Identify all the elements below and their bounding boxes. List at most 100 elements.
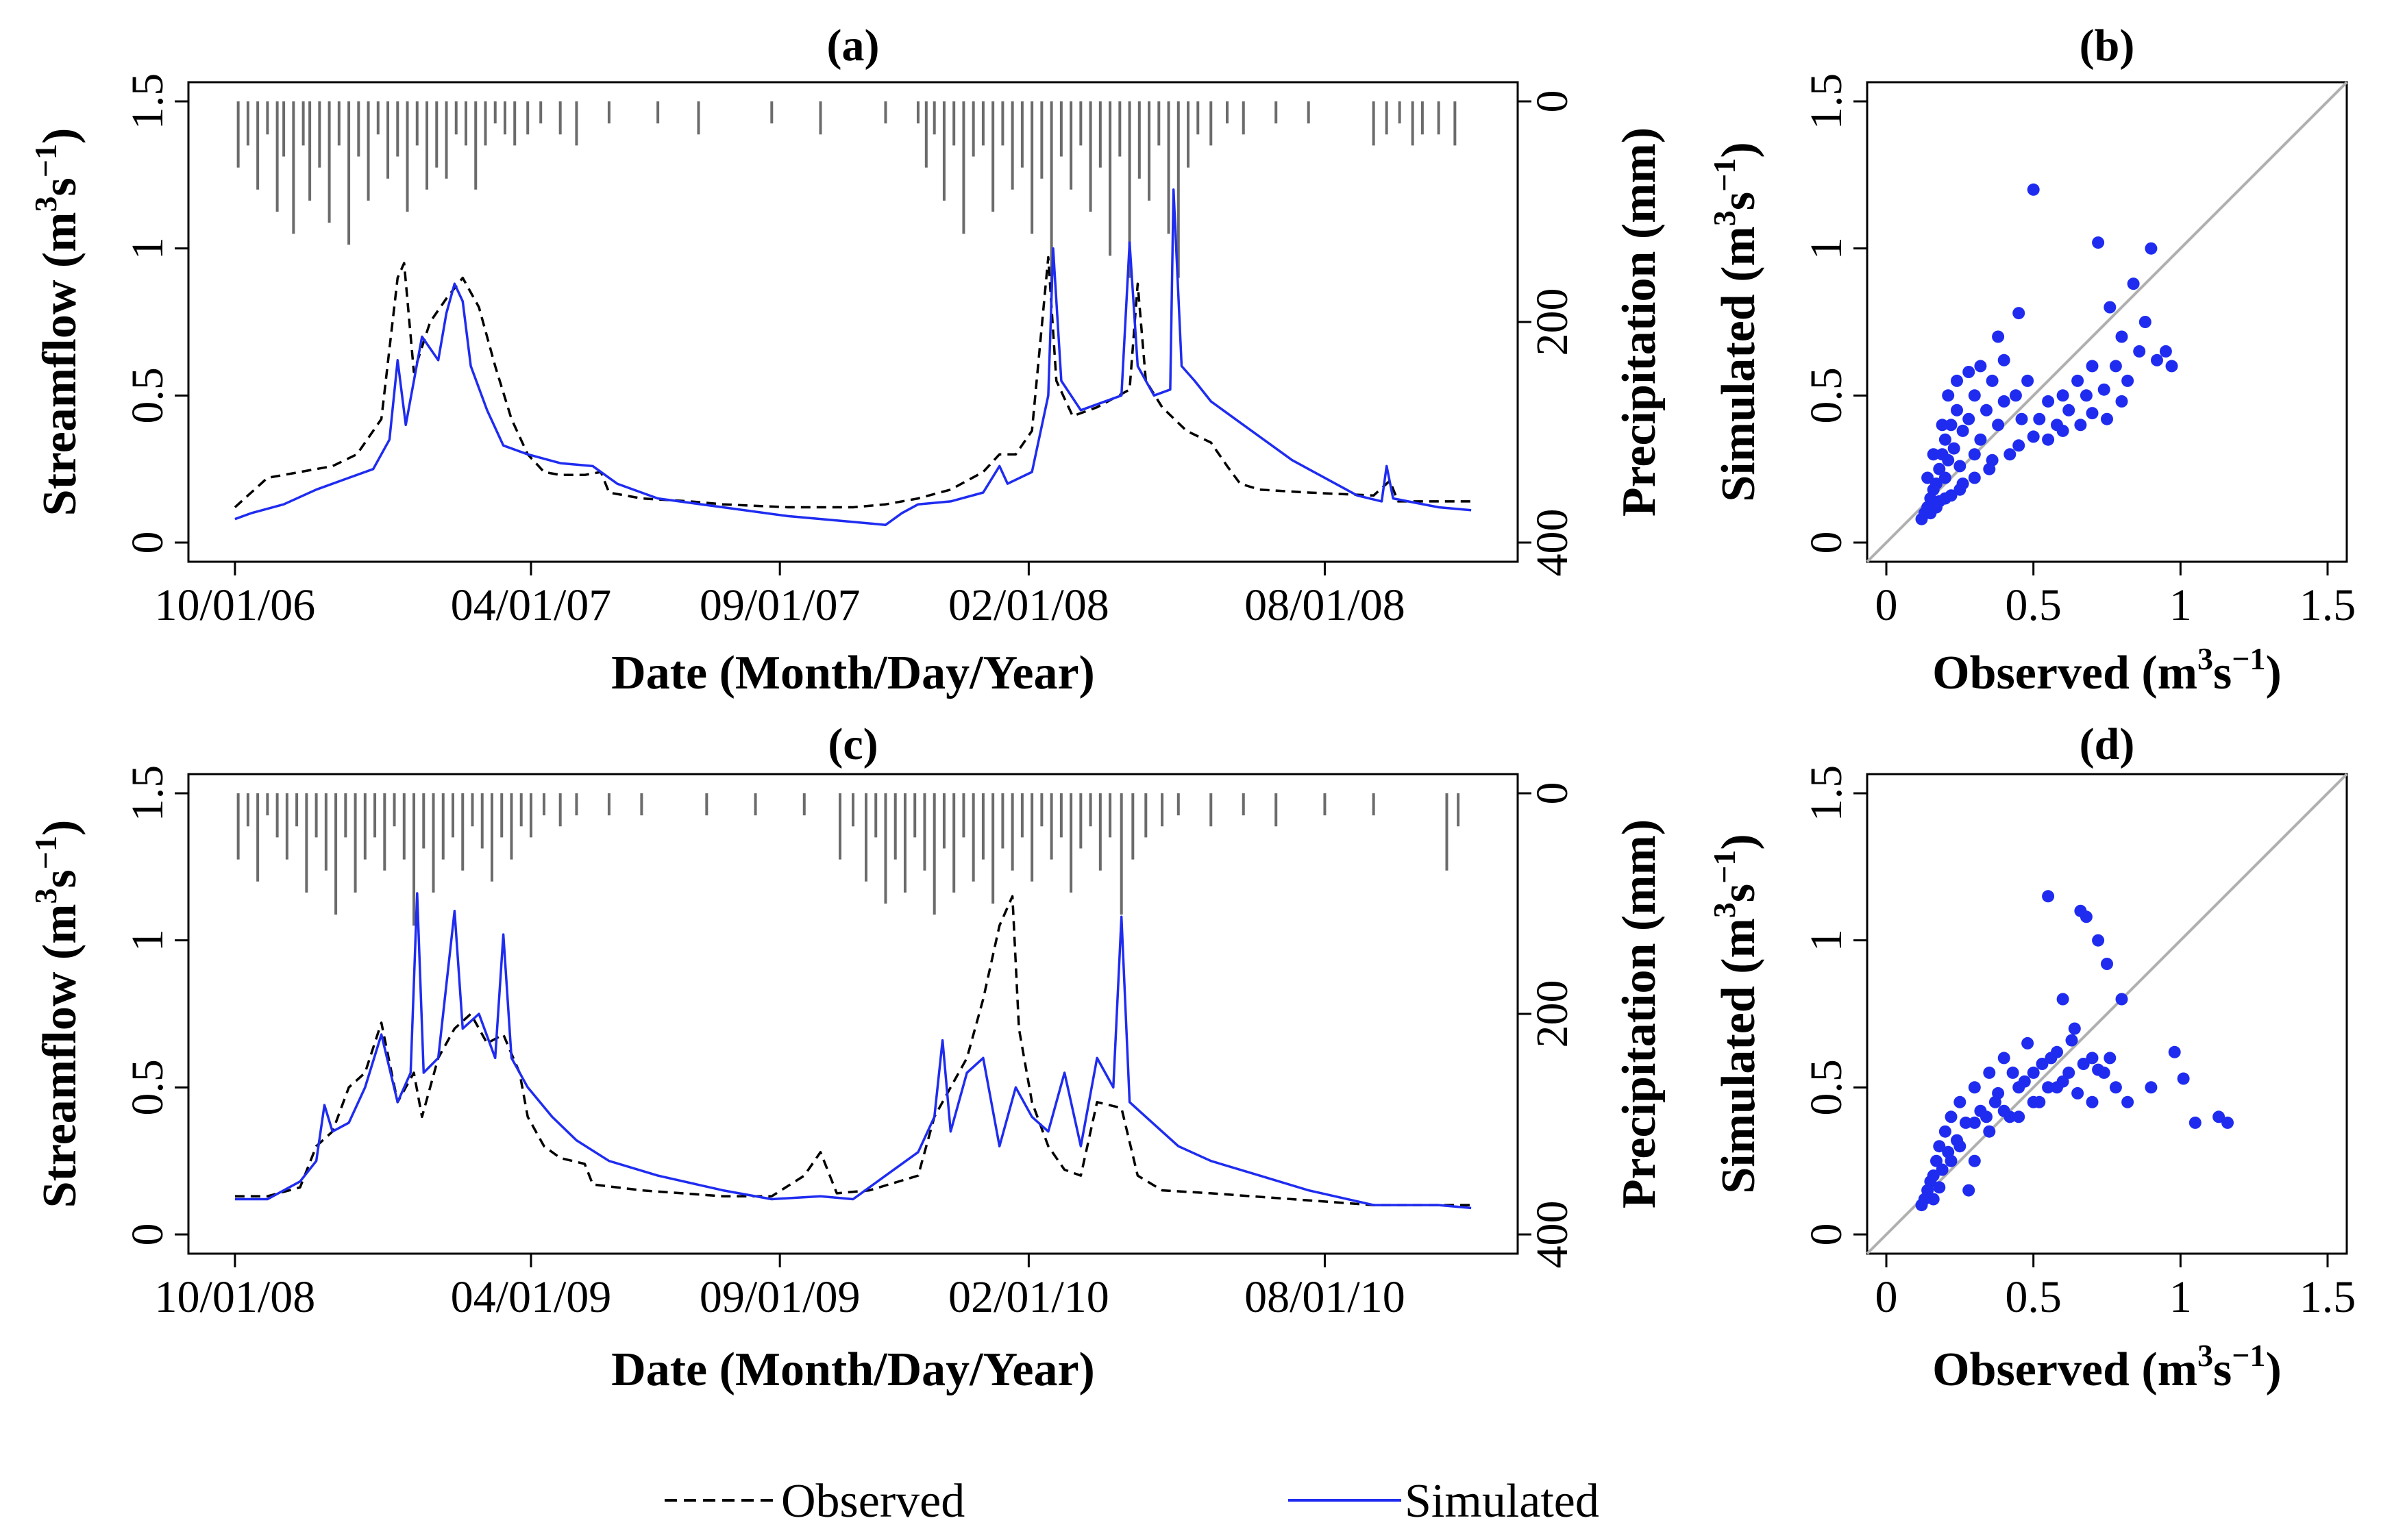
panel-b: (b) 0 0.5 1 1.5 0 0.5 1 1.5 Observed (m3s−1) Si… — [1707, 21, 2356, 699]
panel-c-series-simulated — [234, 892, 1472, 1210]
panel-c-y2tick-label: 400 — [1527, 1201, 1577, 1269]
panel-b-point — [1968, 471, 1981, 484]
panel-d-point — [2086, 1095, 2099, 1108]
panel-d-point — [2056, 993, 2069, 1006]
panel-d-identity-line — [1866, 773, 2348, 1255]
panel-a-content: 0 0.5 1 1.5 0 200 400 10/01/06 04/01/07 09/01/07 0… — [123, 73, 1577, 630]
panel-b-ytick-label: 0 — [1801, 532, 1851, 554]
panel-a-title: (a) — [827, 21, 880, 71]
panel-d-point — [2177, 1072, 2190, 1085]
panel-b-title: (b) — [2080, 21, 2135, 71]
panel-a-ytick-label: 0.5 — [123, 367, 173, 424]
panel-b-point — [2104, 301, 2117, 314]
panel-d-point — [1945, 1110, 1958, 1123]
panel-c-ytick-label: 1 — [123, 929, 173, 952]
panel-a-ytick-label: 0 — [123, 532, 173, 554]
panel-d-ytick-label: 0.5 — [1801, 1059, 1851, 1116]
panel-b-point — [1947, 442, 1960, 455]
panel-b-point — [1992, 330, 2005, 343]
panel-b-point — [2115, 330, 2128, 343]
panel-c-xlabel: Date (Month/Day/Year) — [611, 1343, 1095, 1396]
panel-a-y2tick-label: 400 — [1527, 509, 1577, 577]
panel-b-point — [2115, 395, 2128, 408]
panel-b-point — [1921, 471, 1934, 484]
panel-c-ylabel: Streamflow (m3s−1) — [28, 820, 86, 1208]
panel-d-point — [1936, 1163, 1949, 1176]
panel-b-point — [1933, 462, 1946, 475]
panel-b-point — [1942, 389, 1955, 402]
panel-c-xtick-label: 04/01/09 — [451, 1272, 612, 1322]
panel-b-point — [1951, 403, 1963, 417]
panel-b-point — [1953, 460, 1966, 473]
panel-b-point — [2003, 448, 2017, 461]
panel-d-point — [2104, 1052, 2117, 1065]
panel-d-point — [2086, 1052, 2099, 1065]
panel-d-point — [1992, 1086, 2005, 1100]
panel-b-point — [2101, 412, 2113, 425]
panel-d-plot-frame — [1866, 773, 2348, 1255]
panel-d-point — [1933, 1140, 1946, 1153]
panel-d-point — [1968, 1081, 1981, 1094]
panel-b-point — [1997, 353, 2010, 367]
panel-b-point — [2009, 389, 2022, 402]
panel-c-ytick-label: 0 — [123, 1224, 173, 1246]
panel-b-point — [1962, 366, 1975, 378]
panel-d-point — [1997, 1104, 2010, 1117]
panel-d-point — [1953, 1140, 1966, 1153]
panel-d-point — [2071, 1086, 2084, 1100]
panel-a-xtick-label: 10/01/06 — [155, 580, 316, 630]
panel-c-ytick-label: 0.5 — [123, 1059, 173, 1116]
panel-c: (c) 0 0.5 1 1.5 0 200 400 10/01/08 04/01/09 09/01… — [28, 719, 1666, 1396]
panel-d-point — [2212, 1110, 2225, 1123]
panel-b-point — [1986, 454, 1999, 467]
panel-c-series-observed — [234, 895, 1472, 1206]
panel-b-point — [1942, 454, 1955, 467]
panel-b-point — [1997, 395, 2010, 408]
panel-a-xtick-label: 09/01/07 — [700, 580, 861, 630]
panel-d-xtick-label: 0 — [1875, 1272, 1898, 1322]
panel-a-y2tick-label: 0 — [1527, 90, 1577, 113]
panel-b-point — [2159, 345, 2172, 358]
panel-d-point — [2042, 890, 2055, 903]
panel-a-series-simulated — [234, 188, 1472, 526]
panel-d-point — [2056, 1075, 2069, 1088]
panel-b-point — [1936, 419, 1949, 432]
panel-b-xtick-label: 0.5 — [2005, 580, 2062, 630]
panel-b-point — [1992, 419, 2005, 432]
panel-d-ytick-label: 1 — [1801, 929, 1851, 952]
panel-b-point — [1968, 389, 1981, 402]
panel-a-y2tick-label: 200 — [1527, 288, 1577, 356]
panel-d-point — [1953, 1095, 1966, 1108]
panel-d-content: 0 0.5 1 1.5 0 0.5 1 1.5 — [1801, 765, 2356, 1322]
panel-b-point — [1980, 403, 1993, 417]
panel-a-ytick-label: 1.5 — [123, 73, 173, 130]
panel-d-point — [2092, 1063, 2105, 1076]
panel-d-point — [2012, 1110, 2025, 1123]
panel-d-point — [2006, 1066, 2019, 1079]
panel-d-point — [2092, 934, 2105, 947]
panel-b-point — [2145, 242, 2158, 255]
panel-b-point — [2012, 307, 2025, 320]
panel-b-point — [1945, 419, 1958, 432]
panel-d-point — [2145, 1081, 2158, 1094]
panel-b-point — [1953, 483, 1966, 496]
panel-c-xtick-label: 08/01/10 — [1244, 1272, 1405, 1322]
panel-b-ytick-label: 0.5 — [1801, 367, 1851, 424]
panel-d-point — [2018, 1075, 2031, 1088]
panel-d-point — [2051, 1045, 2063, 1058]
panel-d-point — [2021, 1036, 2034, 1050]
panel-b-point — [2071, 374, 2084, 387]
panel-d-ytick-label: 0 — [1801, 1224, 1851, 1246]
panel-b-point — [2027, 430, 2040, 443]
panel-a-ytick-label: 1 — [123, 237, 173, 260]
panel-a: (a) 0 0.5 1 1.5 0 200 400 10/01/06 04/01/07 09/01… — [28, 21, 1666, 699]
panel-b-point — [2151, 353, 2163, 367]
panel-b-point — [1962, 412, 1975, 425]
legend-simulated-label: Simulated — [1405, 1475, 1599, 1528]
panel-b-point — [1951, 374, 1963, 387]
panel-b-point — [2056, 424, 2069, 437]
panel-b-point — [2133, 345, 2146, 358]
panel-d-point — [1983, 1066, 1996, 1079]
panel-b-point — [2097, 383, 2110, 396]
panel-d-point — [2062, 1066, 2075, 1079]
